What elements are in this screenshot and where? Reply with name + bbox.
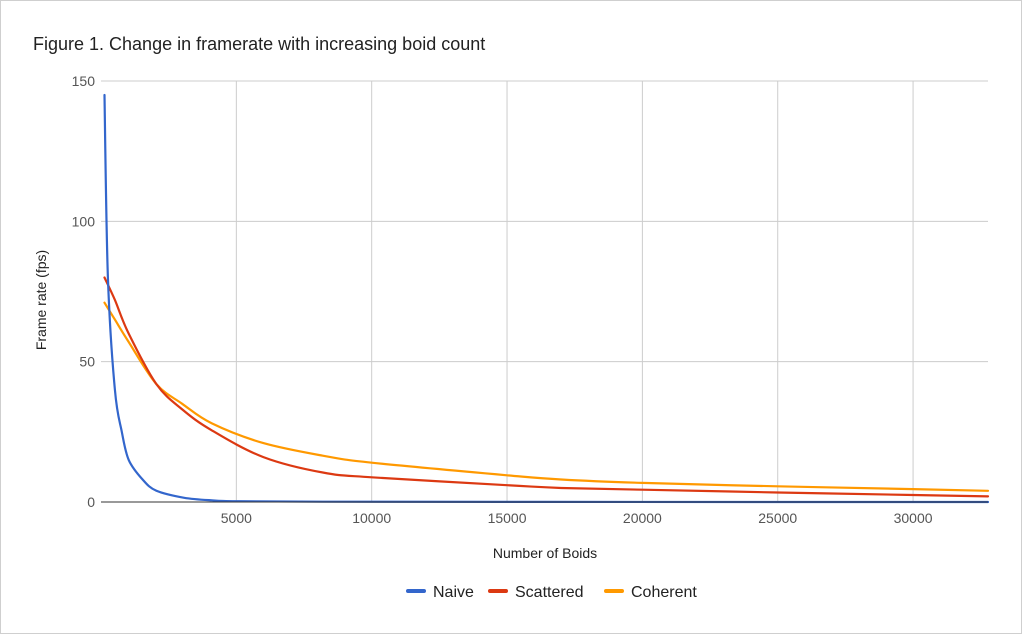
series-line-scattered [103, 276, 990, 498]
axis-layer: 0 50 100 150 5000 10000 15000 20000 25000 30000 [72, 73, 988, 526]
x-tick-label: 10000 [352, 510, 391, 526]
x-tick-label: 15000 [488, 510, 527, 526]
y-axis-title: Frame rate (fps) [33, 250, 49, 350]
x-tick-label: 25000 [758, 510, 797, 526]
x-axis-title: Number of Boids [493, 545, 597, 561]
x-tick-label: 20000 [623, 510, 662, 526]
legend-label-coherent: Coherent [631, 584, 697, 601]
series-line-coherent [103, 301, 990, 492]
series-layer [103, 93, 990, 504]
legend: Naive Scattered Coherent [406, 584, 697, 601]
legend-label-naive: Naive [433, 584, 474, 601]
x-tick-label: 30000 [894, 510, 933, 526]
y-tick-label: 50 [79, 354, 95, 370]
y-tick-label: 100 [72, 213, 96, 229]
legend-label-scattered: Scattered [515, 584, 583, 601]
y-tick-label: 0 [87, 494, 95, 510]
series-line-naive [103, 93, 990, 504]
chart-title: Figure 1. Change in framerate with incre… [33, 34, 485, 54]
grid-layer [101, 80, 988, 502]
y-tick-label: 150 [72, 73, 96, 89]
x-tick-label: 5000 [221, 510, 252, 526]
